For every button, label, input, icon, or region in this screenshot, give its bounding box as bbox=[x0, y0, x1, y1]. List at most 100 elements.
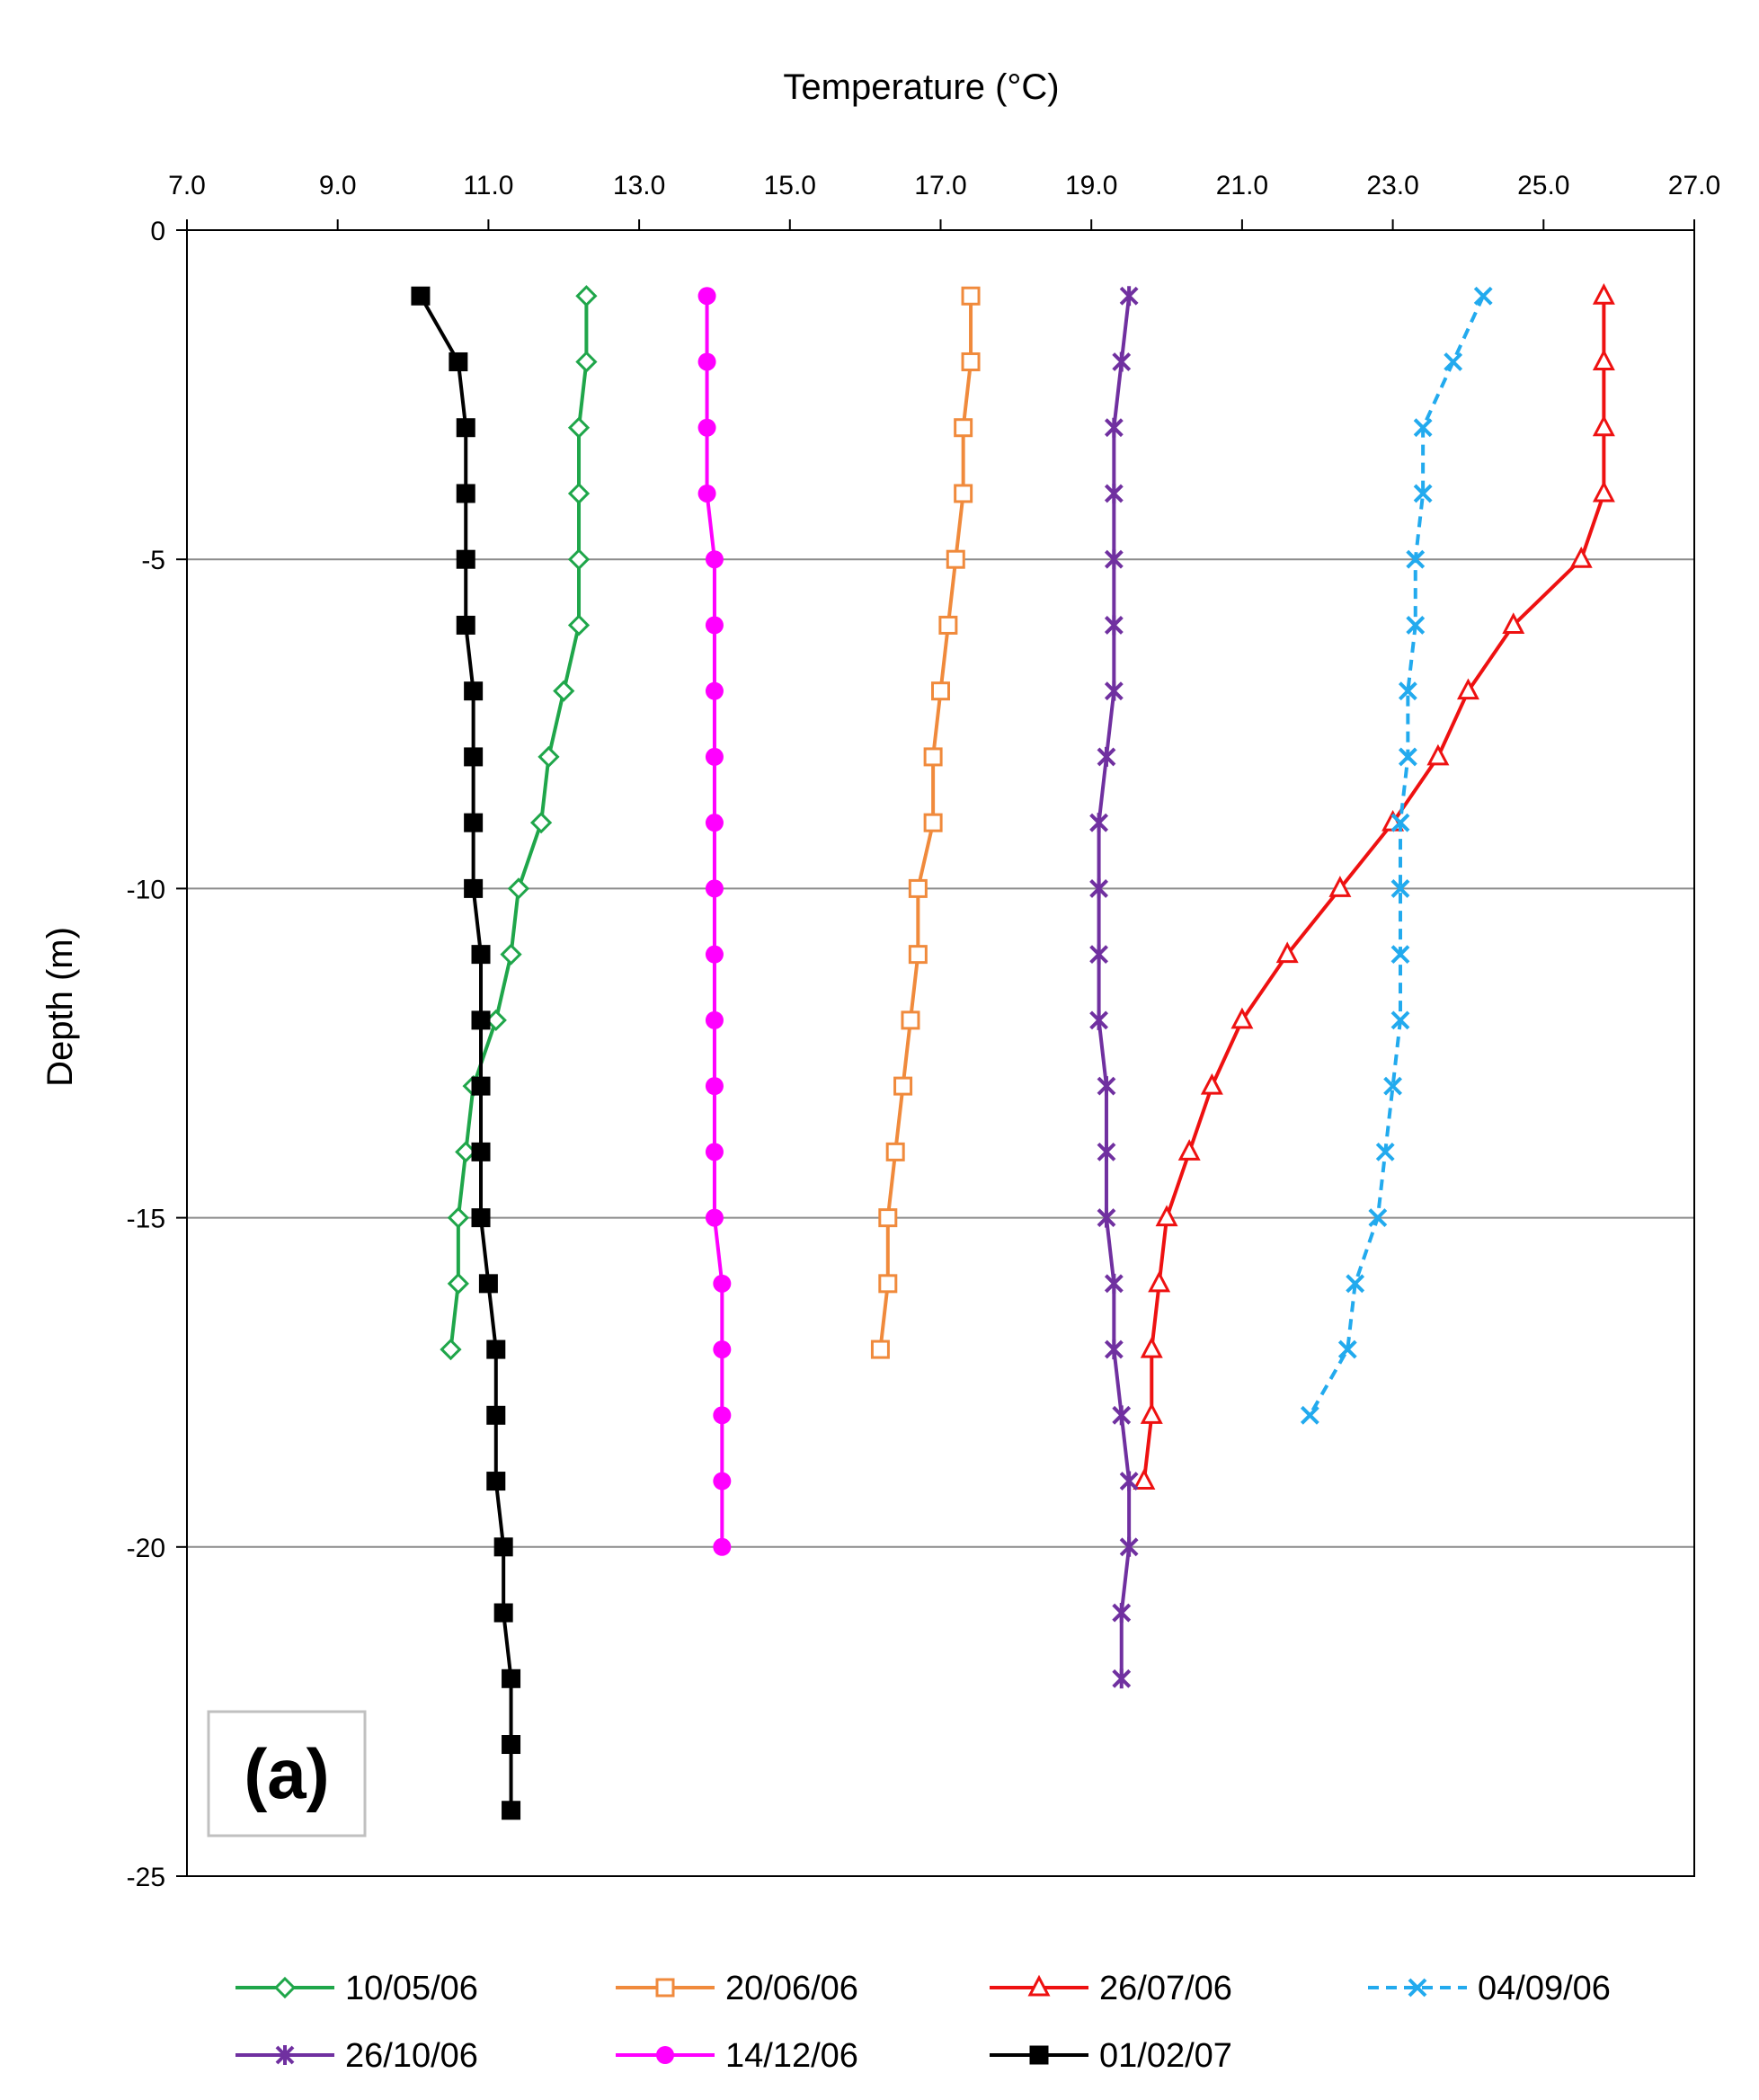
data-point bbox=[411, 286, 431, 306]
x-tick-label: 17.0 bbox=[914, 171, 966, 200]
data-point bbox=[567, 416, 591, 439]
panel-label-box: (a) bbox=[207, 1710, 367, 1838]
data-point bbox=[1112, 351, 1132, 372]
x-tick-label: 21.0 bbox=[1216, 171, 1268, 200]
legend-item: 10/05/06 bbox=[235, 1970, 478, 2007]
data-point bbox=[713, 1340, 732, 1359]
data-point bbox=[1328, 876, 1352, 897]
data-point bbox=[471, 1010, 491, 1030]
data-point bbox=[705, 1208, 724, 1227]
data-point bbox=[1456, 678, 1479, 700]
data-point bbox=[486, 1472, 506, 1491]
x-tick-label: 27.0 bbox=[1668, 171, 1720, 200]
data-point bbox=[705, 1077, 724, 1096]
legend-item: 14/12/06 bbox=[616, 2037, 858, 2075]
data-point bbox=[567, 548, 591, 571]
legend-marker bbox=[655, 1978, 675, 1998]
data-point bbox=[1112, 1405, 1132, 1426]
data-point bbox=[1097, 1142, 1116, 1162]
data-point bbox=[1089, 813, 1108, 833]
legend-marker bbox=[1029, 2045, 1049, 2065]
data-point bbox=[464, 878, 484, 898]
data-point bbox=[553, 680, 575, 702]
data-point bbox=[961, 351, 981, 371]
y-tick-label: -10 bbox=[127, 875, 165, 904]
data-point bbox=[697, 287, 716, 306]
data-point bbox=[908, 945, 928, 965]
data-point bbox=[885, 1142, 905, 1161]
legend-label: 20/06/06 bbox=[725, 1970, 858, 2007]
data-series bbox=[411, 283, 1615, 1820]
data-point bbox=[567, 614, 591, 636]
data-point bbox=[1375, 1142, 1395, 1161]
data-point bbox=[1398, 681, 1417, 701]
data-point bbox=[713, 1472, 732, 1490]
data-point bbox=[471, 945, 491, 965]
legend-label: 26/10/06 bbox=[345, 2037, 478, 2075]
data-point bbox=[507, 877, 530, 900]
data-point bbox=[1406, 549, 1426, 569]
data-point bbox=[901, 1010, 920, 1030]
x-tick-label: 15.0 bbox=[764, 171, 816, 200]
data-point bbox=[493, 1603, 513, 1623]
x-tick-label: 23.0 bbox=[1366, 171, 1418, 200]
x-tick-label: 7.0 bbox=[168, 171, 206, 200]
data-point bbox=[456, 549, 475, 569]
data-point bbox=[1104, 1273, 1124, 1294]
series-line bbox=[1308, 295, 1486, 1417]
data-point bbox=[502, 1735, 521, 1755]
data-point bbox=[471, 1142, 491, 1161]
data-point bbox=[486, 1405, 506, 1425]
data-point bbox=[1406, 616, 1426, 635]
legend-label: 10/05/06 bbox=[345, 1970, 478, 2007]
data-point bbox=[1444, 352, 1463, 371]
data-point bbox=[961, 286, 981, 306]
data-point bbox=[713, 1274, 732, 1293]
data-point bbox=[1300, 1405, 1319, 1425]
data-point bbox=[1119, 1536, 1139, 1557]
y-tick-label: 0 bbox=[150, 217, 165, 246]
legend-label: 01/02/07 bbox=[1099, 2037, 1232, 2075]
series-26-07-06 bbox=[1133, 283, 1615, 1490]
data-point bbox=[1473, 286, 1493, 306]
data-point bbox=[1230, 1007, 1254, 1029]
data-point bbox=[464, 681, 484, 701]
data-point bbox=[713, 1537, 732, 1556]
data-point bbox=[447, 1206, 469, 1229]
data-point bbox=[705, 879, 724, 898]
data-point bbox=[456, 418, 475, 438]
data-point bbox=[878, 1208, 898, 1228]
data-point bbox=[713, 1406, 732, 1425]
data-point bbox=[697, 352, 716, 371]
legend-item: 26/07/06 bbox=[990, 1970, 1232, 2007]
legend-label: 14/12/06 bbox=[725, 2037, 858, 2075]
data-point bbox=[705, 681, 724, 700]
data-point bbox=[1097, 1076, 1116, 1097]
data-point bbox=[1089, 1010, 1108, 1030]
data-point bbox=[923, 747, 943, 767]
data-point bbox=[1104, 417, 1124, 438]
data-point bbox=[946, 549, 965, 569]
x-axis-title: Temperature (°C) bbox=[783, 67, 1059, 107]
data-point bbox=[1133, 1468, 1156, 1490]
data-point bbox=[1155, 1205, 1178, 1227]
data-point bbox=[1177, 1139, 1201, 1161]
legend-item: 01/02/07 bbox=[990, 2037, 1232, 2075]
series-01-02-07 bbox=[411, 286, 521, 1820]
data-point bbox=[1390, 878, 1410, 898]
data-point bbox=[1097, 1207, 1116, 1228]
x-axis: 7.0 9.0 11.0 13.0 15.0 17.0 19.0 21.0 23.0 25.0 27… bbox=[168, 171, 1720, 230]
panel-label: (a) bbox=[244, 1734, 329, 1813]
data-point bbox=[697, 418, 716, 437]
y-axis-title: Depth (m) bbox=[40, 927, 80, 1087]
data-point bbox=[1426, 743, 1450, 766]
data-point bbox=[705, 550, 724, 569]
data-point bbox=[456, 615, 475, 635]
y-tick-label: -5 bbox=[141, 546, 165, 575]
data-point bbox=[1592, 480, 1615, 503]
data-point bbox=[870, 1339, 890, 1359]
data-point bbox=[471, 1208, 491, 1228]
data-point bbox=[1592, 349, 1615, 370]
data-point bbox=[1089, 944, 1108, 965]
